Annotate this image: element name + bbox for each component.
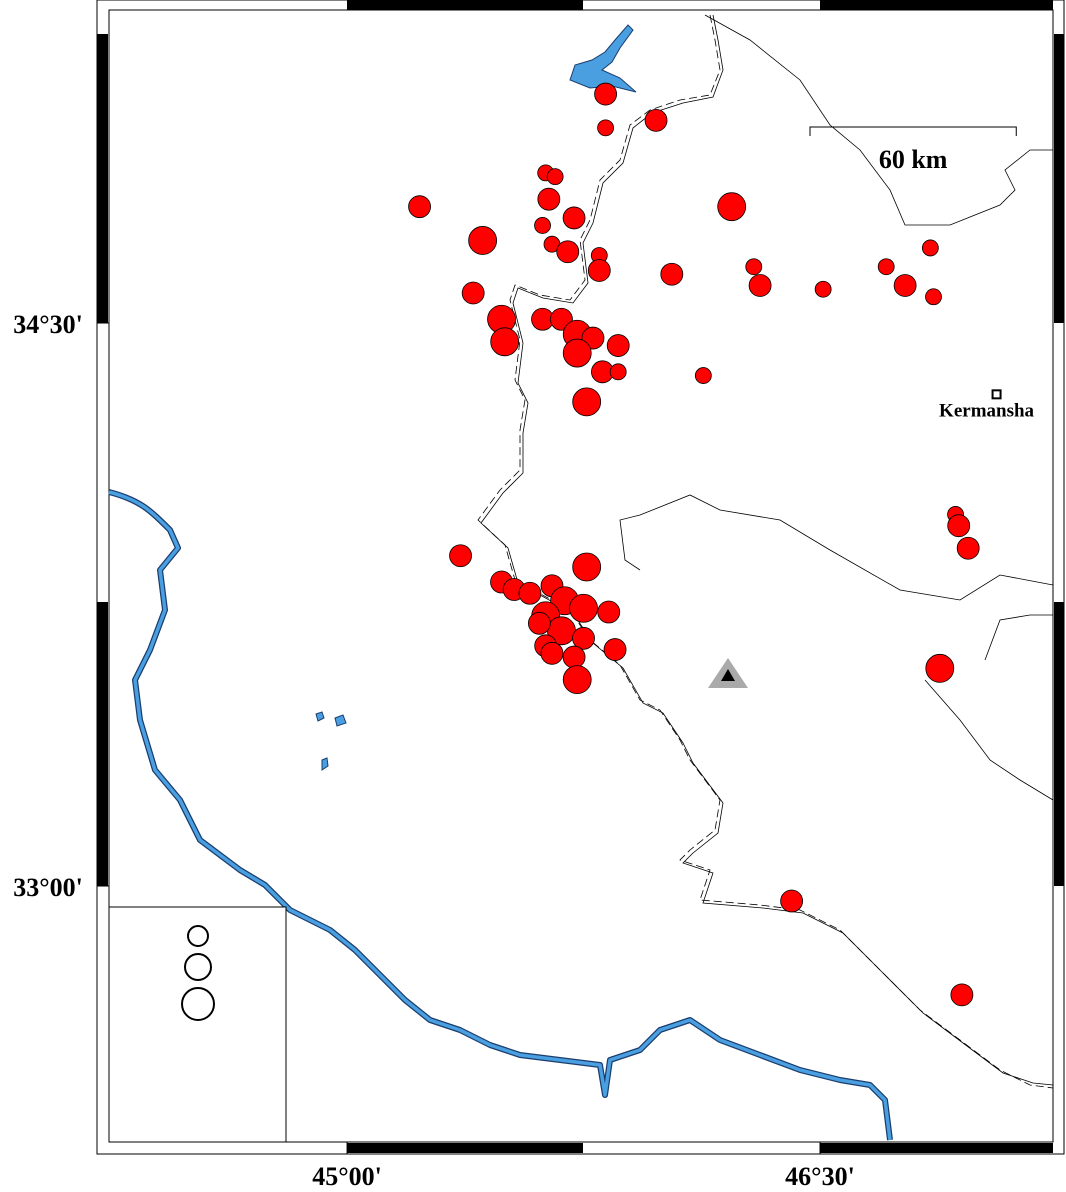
event xyxy=(717,192,747,222)
event xyxy=(527,611,551,635)
city-marker xyxy=(991,389,1002,400)
y-tick-label: 34°30' xyxy=(13,310,83,339)
event xyxy=(449,544,472,568)
event xyxy=(947,514,971,538)
event xyxy=(537,187,561,211)
event xyxy=(597,119,614,137)
event xyxy=(468,226,498,255)
event xyxy=(694,367,712,384)
legend-circle xyxy=(181,987,215,1021)
city-label: Kermansha xyxy=(939,400,1035,421)
event xyxy=(562,645,586,669)
event xyxy=(562,206,586,230)
event xyxy=(950,983,974,1007)
event xyxy=(572,626,595,650)
event xyxy=(925,288,942,306)
event xyxy=(534,217,551,234)
frame-bars xyxy=(97,0,1064,1153)
event xyxy=(921,239,939,257)
map-border xyxy=(108,9,1054,1143)
x-tick-label: 46°30' xyxy=(785,1162,855,1191)
boundaries xyxy=(477,14,1054,1089)
x-tick-label: 45°00' xyxy=(312,1162,382,1191)
event xyxy=(814,280,832,298)
lakes xyxy=(315,24,637,771)
event xyxy=(877,258,895,276)
event xyxy=(490,327,520,357)
event xyxy=(660,262,684,286)
scale-label: 60 km xyxy=(879,145,948,174)
event xyxy=(956,536,980,560)
event xyxy=(644,108,668,132)
event xyxy=(572,387,602,417)
event xyxy=(556,240,580,264)
event xyxy=(569,593,598,623)
rivers xyxy=(108,489,893,1141)
event xyxy=(587,259,611,282)
event xyxy=(562,338,592,368)
scale-bar xyxy=(809,126,1017,136)
event xyxy=(780,889,804,913)
event xyxy=(518,581,542,605)
event xyxy=(594,82,617,106)
legend-box xyxy=(108,906,287,1143)
event xyxy=(572,552,602,582)
event xyxy=(546,168,564,186)
event xyxy=(609,363,627,381)
event xyxy=(748,274,772,297)
event xyxy=(603,638,627,661)
event xyxy=(540,641,564,665)
event xyxy=(461,281,485,305)
event xyxy=(562,665,592,694)
event xyxy=(606,334,630,357)
event xyxy=(408,195,431,219)
event xyxy=(893,274,917,297)
legend-circle xyxy=(184,953,212,981)
station-marker-inner xyxy=(721,669,735,681)
event xyxy=(925,653,955,683)
y-tick-label: 33°00' xyxy=(13,873,83,902)
legend-circle xyxy=(187,925,209,947)
event xyxy=(745,258,763,276)
event xyxy=(597,600,621,624)
